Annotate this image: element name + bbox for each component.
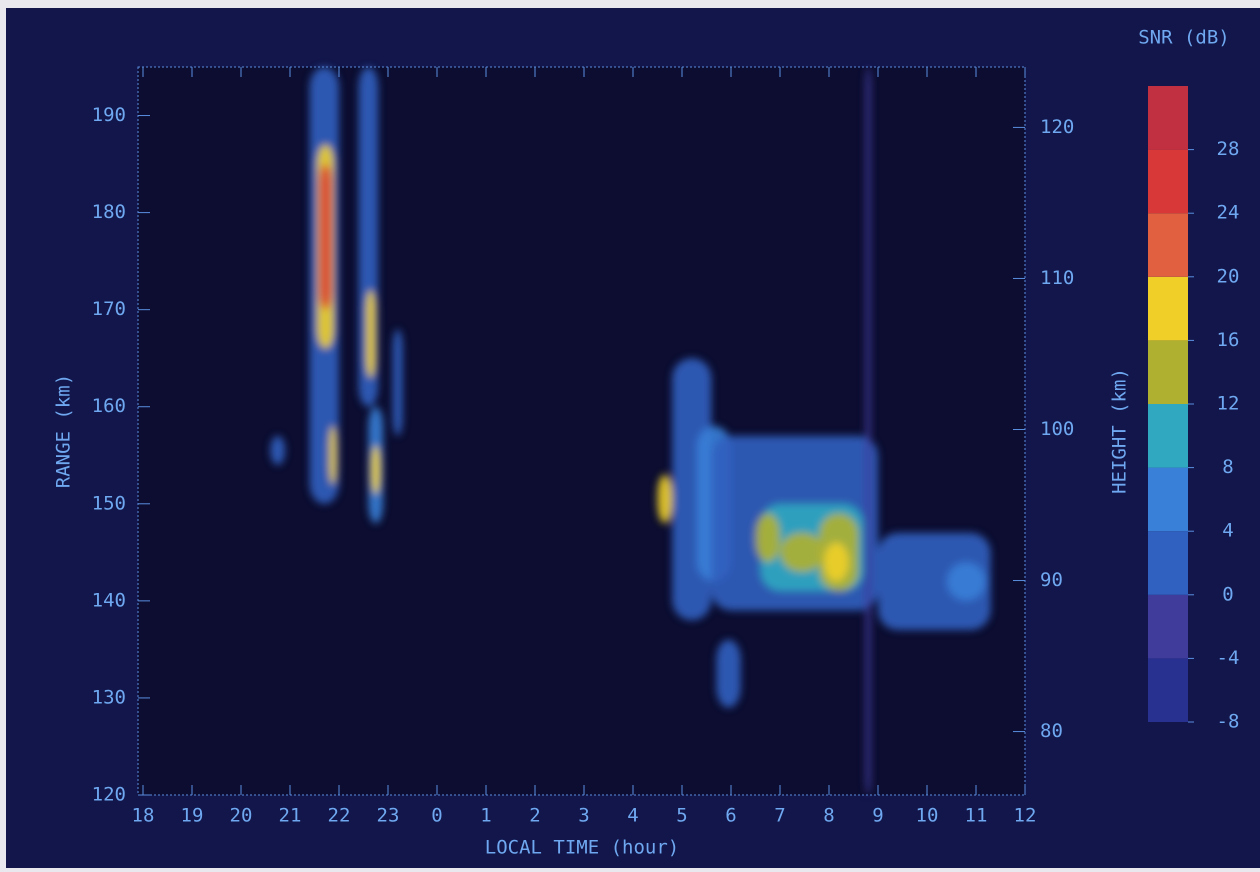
colorbar-band <box>1148 658 1188 722</box>
colorbar-tick-label: -8 <box>1217 711 1240 733</box>
colorbar-band <box>1148 149 1188 214</box>
echo-layer <box>270 67 991 795</box>
y2-tick-label: 90 <box>1040 569 1063 591</box>
y-tick-label: 190 <box>92 104 126 126</box>
x-tick-label: 10 <box>916 805 939 827</box>
x-tick-label: 2 <box>529 805 540 827</box>
colorbar-tick-label: 16 <box>1217 329 1240 351</box>
colorbar-tick-label: 0 <box>1222 583 1233 605</box>
x-tick-label: 4 <box>627 805 638 827</box>
y2-tick-label: 100 <box>1040 418 1074 440</box>
plot-area <box>138 67 1025 795</box>
echo <box>270 435 286 465</box>
x-tick-label: 3 <box>578 805 589 827</box>
echo <box>657 474 673 524</box>
x-tick-label: 20 <box>230 805 253 827</box>
y-axis-label: RANGE (km) <box>53 374 75 488</box>
colorbar-band <box>1148 213 1188 277</box>
colorbar-tick-label: 24 <box>1217 202 1240 224</box>
colorbar-band <box>1148 404 1188 468</box>
echo <box>878 532 991 630</box>
y-tick-label: 120 <box>92 784 126 806</box>
y-tick-label: 130 <box>92 686 126 708</box>
echo <box>946 562 986 601</box>
x-tick-label: 12 <box>1014 805 1037 827</box>
colorbar-tick-label: 28 <box>1217 138 1240 160</box>
echo <box>824 542 849 582</box>
x-tick-label: 1 <box>480 805 491 827</box>
x-axis-label: LOCAL TIME (hour) <box>485 837 679 859</box>
x-tick-label: 0 <box>431 805 442 827</box>
x-tick-label: 22 <box>328 805 351 827</box>
echo <box>755 513 780 563</box>
echo <box>329 426 337 485</box>
echo <box>865 67 871 795</box>
y-tick-label: 180 <box>92 201 126 223</box>
echo <box>392 329 403 436</box>
colorbar-tick-label: 8 <box>1222 456 1233 478</box>
colorbar-tick-label: 4 <box>1222 520 1233 542</box>
colorbar-band <box>1148 276 1188 341</box>
colorbar-band <box>1148 340 1188 404</box>
x-tick-label: 21 <box>279 805 302 827</box>
colorbar-label: SNR (dB) <box>1138 27 1230 49</box>
x-tick-label: 18 <box>132 805 155 827</box>
x-tick-label: 8 <box>823 805 834 827</box>
colorbar-band <box>1148 86 1188 150</box>
echo <box>780 532 825 572</box>
x-tick-label: 19 <box>181 805 204 827</box>
y2-tick-label: 110 <box>1040 267 1074 289</box>
x-tick-label: 9 <box>872 805 883 827</box>
colorbar-tick-label: -4 <box>1217 647 1240 669</box>
x-tick-label: 6 <box>725 805 736 827</box>
y-tick-label: 150 <box>92 492 126 514</box>
y2-tick-label: 120 <box>1040 116 1074 138</box>
x-tick-label: 7 <box>774 805 785 827</box>
colorbar-band <box>1148 594 1188 659</box>
colorbar-band <box>1148 467 1188 532</box>
echo <box>365 290 376 378</box>
y-tick-label: 140 <box>92 589 126 611</box>
echo <box>319 164 332 310</box>
y2-axis-label: HEIGHT (km) <box>1109 368 1131 494</box>
y2-tick-label: 80 <box>1040 720 1063 742</box>
x-tick-label: 11 <box>965 805 988 827</box>
echo <box>716 639 741 708</box>
colorbar-band <box>1148 531 1188 595</box>
x-tick-label: 5 <box>676 805 687 827</box>
x-tick-label: 23 <box>377 805 400 827</box>
colorbar-tick-label: 12 <box>1217 393 1240 415</box>
y-tick-label: 160 <box>92 395 126 417</box>
plot-frame <box>137 66 1026 796</box>
y-tick-label: 170 <box>92 298 126 320</box>
colorbar-tick-label: 20 <box>1217 265 1240 287</box>
echo <box>370 445 381 495</box>
